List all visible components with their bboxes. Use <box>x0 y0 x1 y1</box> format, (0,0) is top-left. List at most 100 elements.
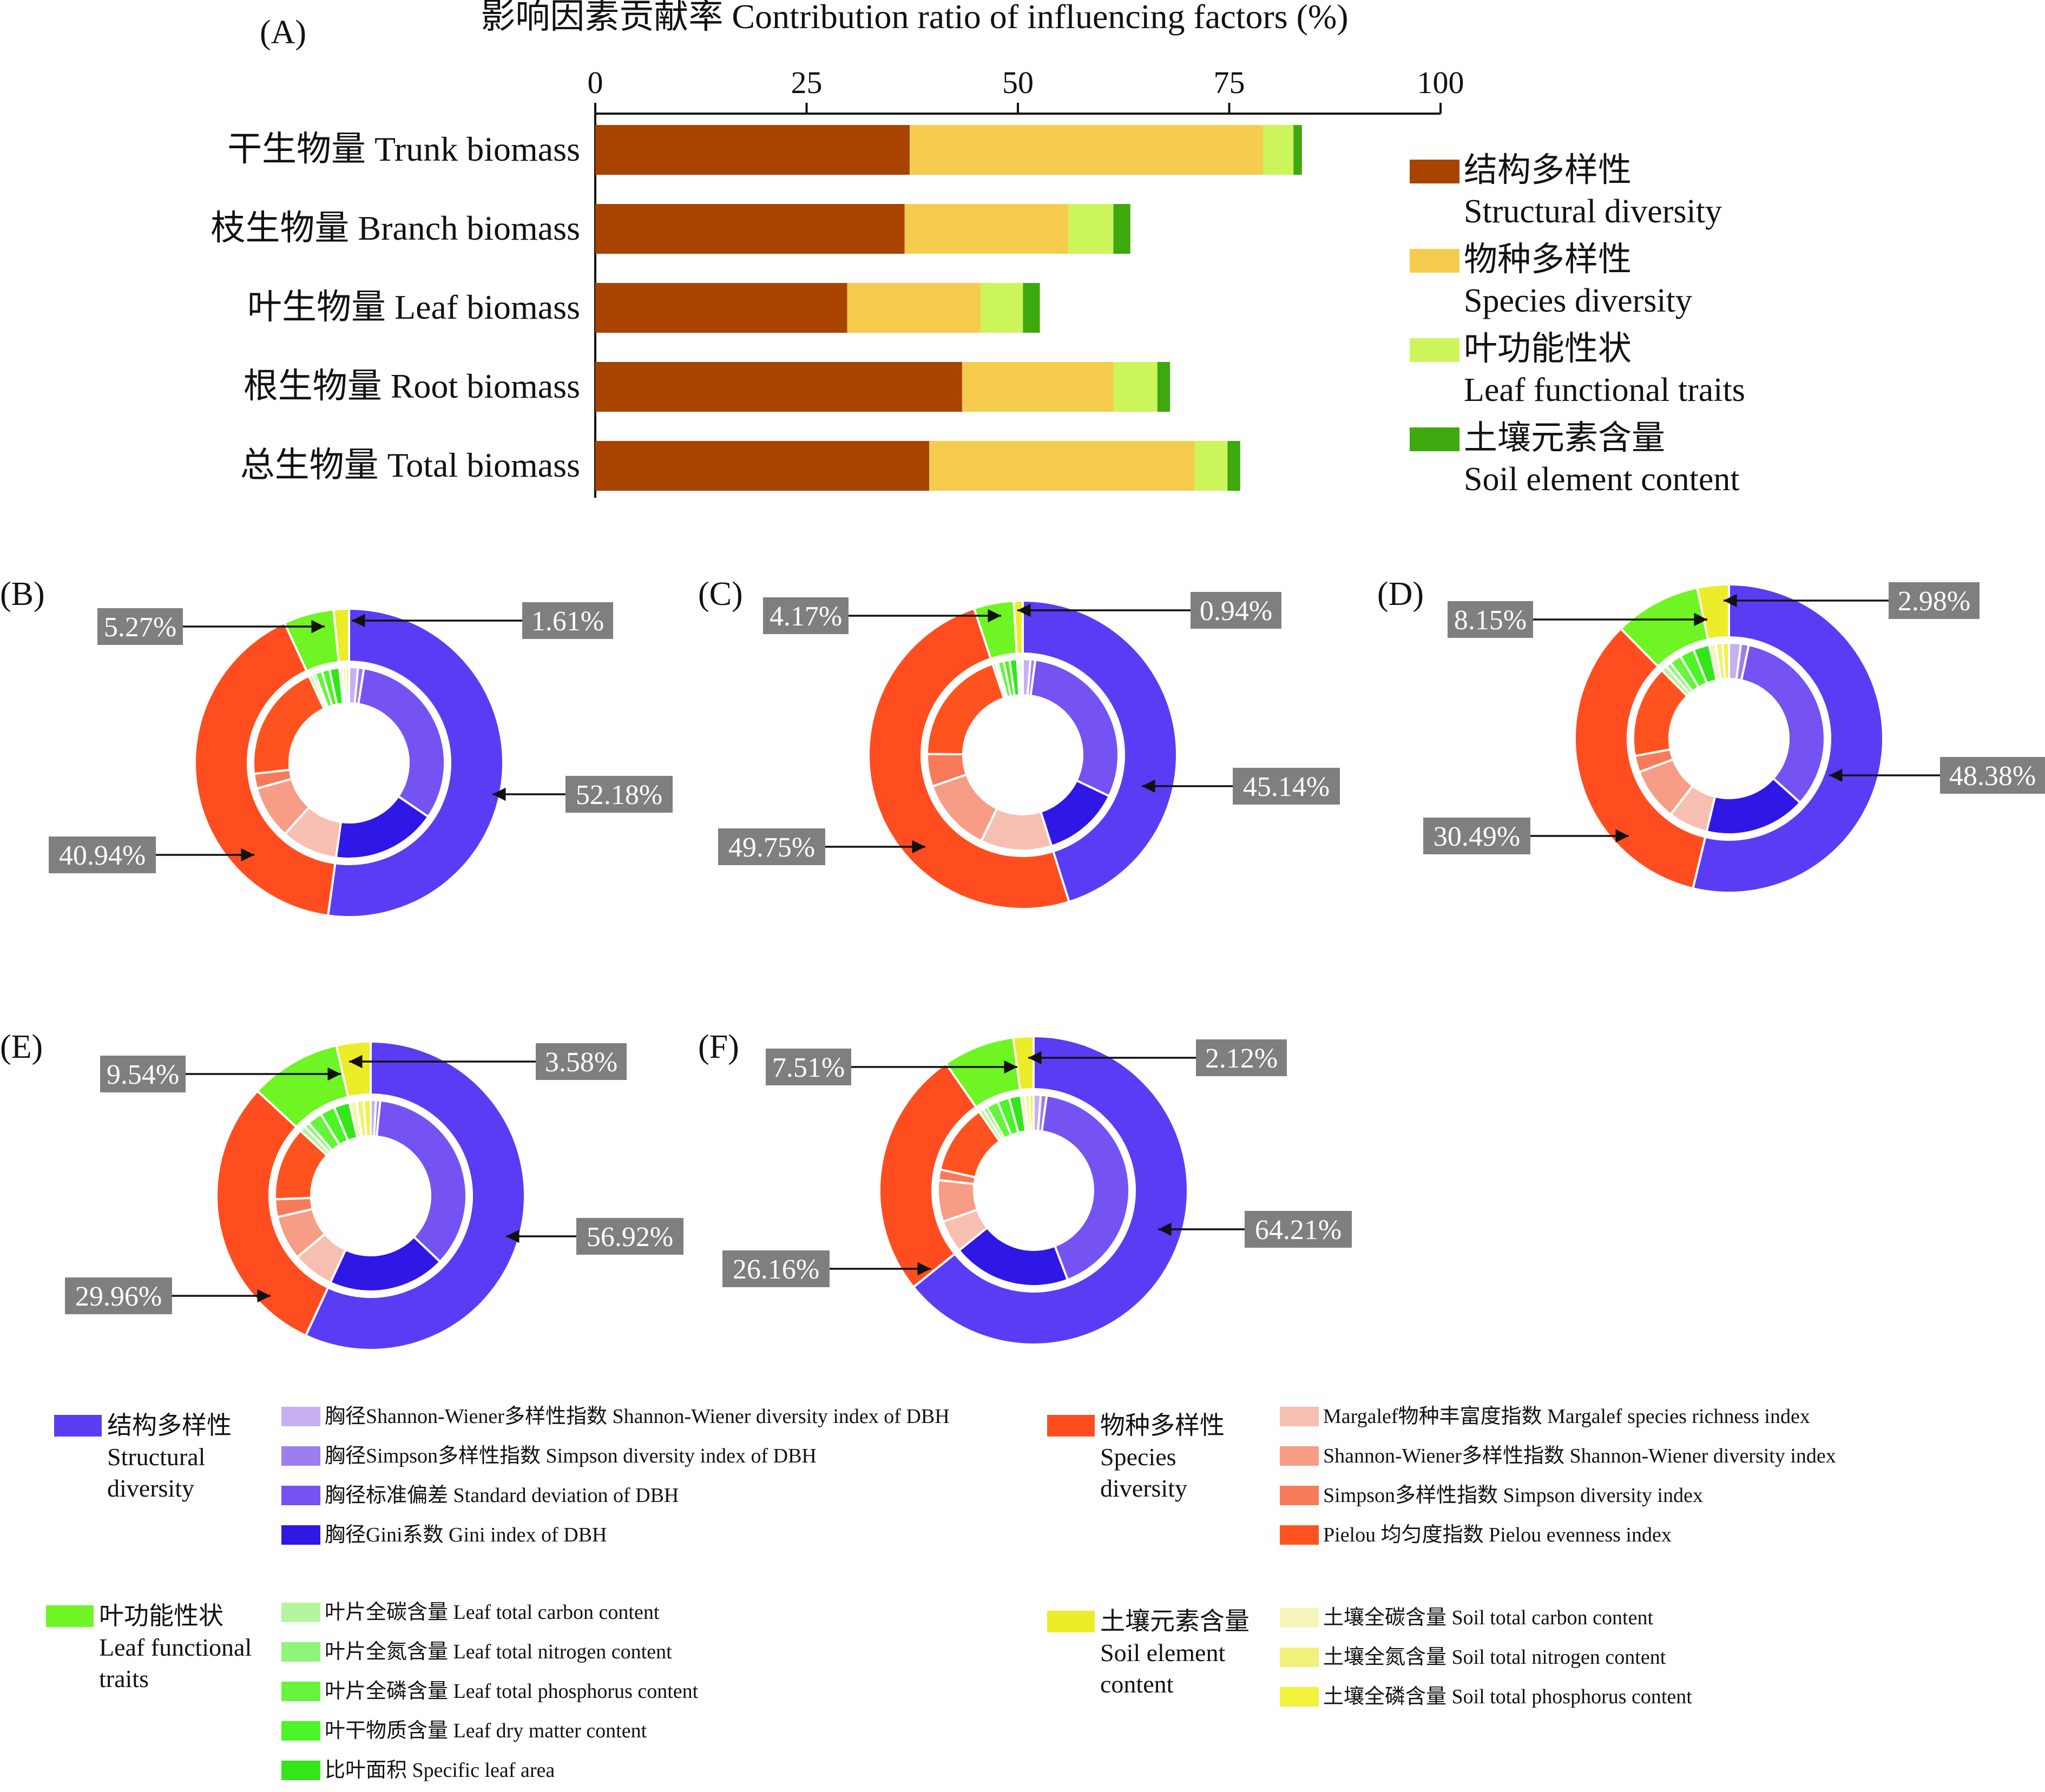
value-label: 56.92% <box>587 1222 673 1253</box>
value-label-box <box>722 1250 830 1287</box>
value-label: 1.61% <box>531 606 604 637</box>
value-label: 8.15% <box>1454 605 1527 636</box>
legend-item-swatch <box>1280 1446 1319 1466</box>
legend-group-title: Soil element <box>1100 1639 1225 1666</box>
bar-segment <box>981 283 1023 333</box>
value-label: 48.38% <box>1949 761 2036 792</box>
panel-letter: (D) <box>1377 576 1424 612</box>
bar-segment <box>1293 125 1302 175</box>
donut-panel: (B) 52.18% 40.94% 5.27% 1.61% <box>0 576 673 918</box>
value-label-box <box>566 776 673 813</box>
donut-inner-slice <box>1028 1093 1035 1132</box>
value-label: 5.27% <box>104 612 176 643</box>
donut-panel: (E) 56.92% 29.96% 9.54% 3.58% <box>0 1029 683 1351</box>
legend-item-label: Pielou 均匀度指数 Pielou evenness index <box>1323 1524 1672 1546</box>
value-label-box <box>65 1277 172 1314</box>
donut-outer-slice <box>1574 627 1707 890</box>
legend-item-label: 胸径Gini系数 Gini index of DBH <box>325 1524 607 1546</box>
value-label-box <box>100 1056 186 1092</box>
x-tick-label: 25 <box>791 65 823 100</box>
legend-item-label: 比叶面积 Specific leaf area <box>325 1759 555 1782</box>
bar-segment <box>1113 204 1130 254</box>
legend-group-title: diversity <box>107 1474 194 1502</box>
donut-hole <box>963 695 1082 814</box>
value-label: 30.49% <box>1434 821 1520 852</box>
value-label-box <box>718 828 825 865</box>
value-label-box <box>522 602 613 639</box>
panel-letter: (E) <box>0 1029 43 1065</box>
legend-label-en: Leaf functional traits <box>1464 372 1745 409</box>
legend-label-cn: 土壤元素含量 <box>1464 420 1665 457</box>
value-label-box <box>1889 582 1980 619</box>
legend-group: 物种多样性 Species diversity Margalef物种丰富度指数 Mar… <box>1047 1405 1836 1546</box>
value-label-box <box>1245 1211 1352 1248</box>
x-tick-label: 0 <box>588 65 603 100</box>
panel-letter-a: (A) <box>260 14 306 51</box>
panel-letter: (C) <box>698 576 743 612</box>
x-tick-label: 100 <box>1417 65 1464 100</box>
donut-hole <box>311 1136 430 1255</box>
donut-inner-slice <box>345 666 350 705</box>
donut-panel: (D) 48.38% 30.49% 8.15% 2.98% <box>1377 576 2045 894</box>
legend-item-swatch <box>281 1446 320 1466</box>
legend-item-swatch <box>1280 1407 1319 1426</box>
donut-inner-slice <box>1020 657 1024 697</box>
legend-item-label: Shannon-Wiener多样性指数 Shannon-Wiener diver… <box>1323 1445 1836 1467</box>
legend-item-swatch <box>281 1761 320 1780</box>
value-label-box <box>1196 1039 1287 1076</box>
value-label: 40.94% <box>59 840 146 871</box>
bar-segment <box>595 362 962 412</box>
bar-chart-legend: 结构多样性 Structural diversity 物种多样性 Species d… <box>1410 152 1745 498</box>
donut-hole <box>1669 679 1788 798</box>
value-label-box <box>1191 592 1281 629</box>
legend-label-cn: 结构多样性 <box>1464 152 1632 189</box>
value-label-box <box>1940 757 2045 794</box>
legend-group-title: content <box>1100 1670 1174 1698</box>
donut-outer-slice <box>194 621 337 917</box>
value-label-box <box>576 1218 683 1255</box>
value-label: 2.98% <box>1898 586 1970 617</box>
legend-group-title: 结构多样性 <box>107 1412 232 1439</box>
donut-outer-slice <box>1695 583 1730 641</box>
legend-group-title: 叶功能性状 <box>99 1602 223 1630</box>
legend-group-swatch <box>54 1415 102 1437</box>
donut-charts: (B) 52.18% 40.94% 5.27% 1.61% (C) 45.14% 49.75%… <box>0 576 2045 1351</box>
legend-group-swatch <box>46 1605 94 1627</box>
donut-hole <box>290 703 409 822</box>
legend-item-label: 土壤全碳含量 Soil total carbon content <box>1323 1606 1653 1629</box>
legend-swatch <box>1410 427 1459 451</box>
legend-group-title: diversity <box>1100 1474 1187 1502</box>
legend-group-title: 土壤元素含量 <box>1100 1607 1250 1635</box>
value-label-box <box>766 1049 851 1085</box>
legend-swatch <box>1410 160 1459 183</box>
bar-segment <box>595 283 847 333</box>
legend-label-en: Soil element content <box>1464 461 1740 498</box>
legend-item-label: 胸径Shannon-Wiener多样性指数 Shannon-Wiener div… <box>325 1405 950 1428</box>
legend-label-en: Species diversity <box>1464 282 1692 319</box>
legend-item-label: 叶片全磷含量 Leaf total phosphorus content <box>325 1680 699 1703</box>
panel-letter: (F) <box>698 1029 739 1065</box>
donut-outer-slice <box>215 1089 330 1338</box>
legend-item-label: 叶片全碳含量 Leaf total carbon content <box>325 1601 660 1624</box>
legend-item-swatch <box>281 1486 320 1505</box>
bar-segment <box>1194 441 1228 491</box>
legend-item-label: 土壤全磷含量 Soil total phosphorus content <box>1323 1685 1692 1708</box>
legend-group: 叶功能性状 Leaf functional traits 叶片全碳含量 Leaf to… <box>46 1601 699 1782</box>
legend-item-label: 胸径标准偏差 Standard deviation of DBH <box>325 1484 679 1507</box>
bar-segment <box>904 204 1069 254</box>
legend-item-label: Margalef物种丰富度指数 Margalef species richnes… <box>1323 1405 1810 1428</box>
bar-chart: 0 25 50 75 100 干生物量 Trunk biomass 枝生物量 Branch … <box>211 65 1464 498</box>
legend-group-title: Leaf functional <box>99 1633 252 1661</box>
bar-segment <box>1157 362 1171 412</box>
value-label-box <box>1423 818 1530 854</box>
value-label-box <box>97 608 183 645</box>
bar-segment <box>595 204 905 254</box>
value-label-box <box>49 836 156 873</box>
panel-letter: (B) <box>0 576 45 612</box>
donut-outer-slice <box>304 1040 527 1351</box>
legend-item-swatch <box>1280 1687 1319 1707</box>
donut-outer-slice <box>332 607 350 664</box>
bar-segment <box>1227 441 1240 491</box>
value-label: 49.75% <box>728 832 815 863</box>
legend-item-swatch <box>281 1721 320 1741</box>
